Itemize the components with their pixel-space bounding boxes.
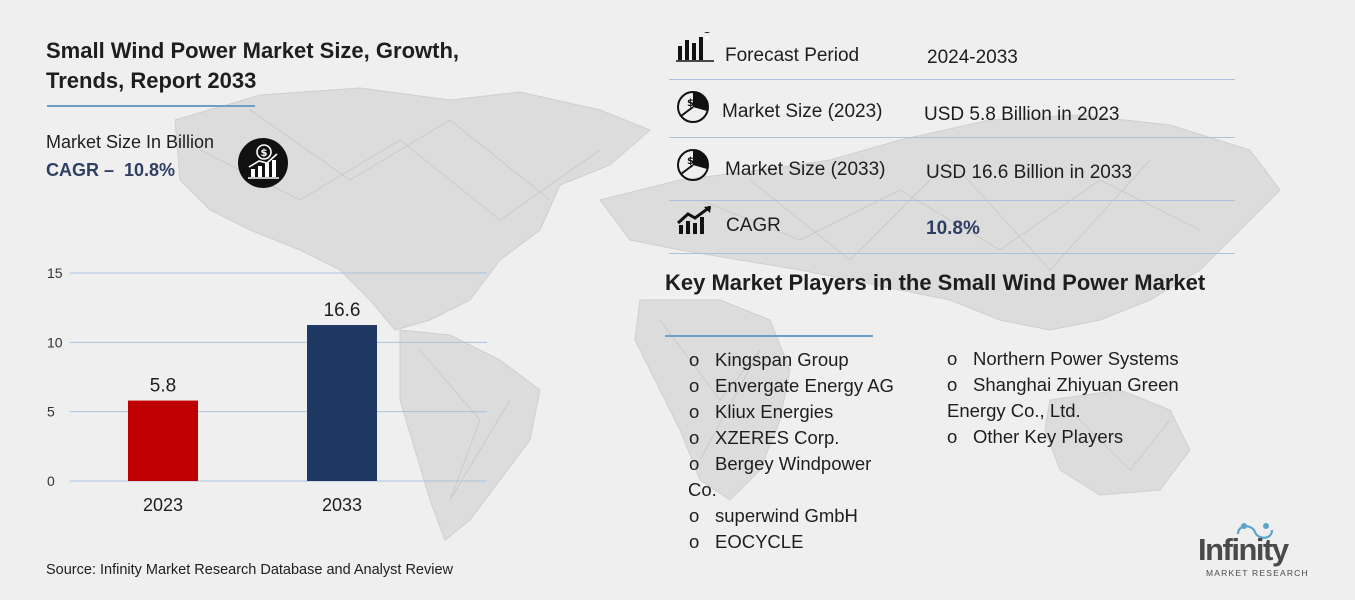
player-name: Envergate Energy AG [715,375,894,396]
player-name: Kliux Energies [715,401,834,422]
bullet-marker: o [689,531,700,552]
x-tick-label: 2023 [143,495,183,515]
cagr-summary: CAGR – 10.8% [46,160,175,181]
bar-2023 [128,400,198,481]
source-note: Source: Infinity Market Research Databas… [46,562,454,578]
player-name: Energy Co., Ltd. [947,400,1081,421]
info-value: USD 16.6 Billion in 2033 [926,162,1132,183]
y-tick-label: 15 [47,265,63,281]
player-item: o Other Key Players [947,424,1207,450]
bullet-marker: o [689,505,700,526]
player-name: EOCYCLE [715,531,804,552]
info-value: USD 5.8 Billion in 2023 [924,104,1120,125]
info-label: CAGR [726,215,781,236]
players-title-underline [665,335,873,337]
info-row-divider [669,137,1235,138]
player-item: o Shanghai Zhiyuan Green [947,372,1207,398]
y-tick-label: 10 [47,334,63,350]
y-tick-label: 5 [47,404,55,420]
player-item: o Bergey Windpower [689,451,929,477]
market-size-label: Market Size In Billion [46,132,215,152]
player-item: Co. [688,477,929,503]
dollar-pie-icon: $ [676,90,710,129]
bar-2033 [307,325,377,481]
players-title: Key Market Players in the Small Wind Pow… [665,270,1206,295]
logo-wordmark: Infinity [1198,532,1289,567]
data-label-2023: 5.8 [150,376,176,397]
player-name: Bergey Windpower [715,453,872,474]
svg-text:$: $ [687,98,694,109]
player-name: superwind GmbH [715,505,858,526]
info-label: Market Size (2023) [722,101,883,122]
info-value: 10.8% [926,218,980,239]
info-label: Market Size (2033) [725,159,886,180]
logo-subtitle: MARKET RESEARCH [1206,568,1309,578]
player-name: Other Key Players [973,426,1124,447]
info-value: 2024-2033 [927,47,1018,68]
x-tick-label: 2033 [322,495,362,515]
y-tick-label: 0 [47,473,55,489]
title-underline [47,105,255,107]
svg-text:$: $ [261,148,268,159]
bullet-marker: o [947,426,958,447]
player-item: o XZERES Corp. [689,425,929,451]
info-row-divider [669,253,1235,254]
player-item: Energy Co., Ltd. [947,398,1207,424]
bullet-marker: o [947,374,958,395]
page-title: Small Wind Power Market Size, Growth, Tr… [46,38,459,93]
svg-text:$: $ [687,156,694,167]
player-name: Northern Power Systems [973,348,1179,369]
player-item: o Northern Power Systems [947,346,1207,372]
player-item: o Kliux Energies [689,399,929,425]
cagr-value: 10.8% [124,160,176,180]
player-item: o Envergate Energy AG [689,373,929,399]
bullet-marker: o [947,348,958,369]
player-name: Shanghai Zhiyuan Green [973,374,1179,395]
players-list-col1: o Kingspan Group o Envergate Energy AG o Kliu… [688,347,929,555]
bullet-marker: o [689,453,700,474]
money-growth-icon: $ [238,138,288,188]
bullet-marker: o [689,349,700,370]
player-name: Kingspan Group [715,349,849,370]
infinity-logo-icon [1236,523,1274,539]
growth-chart-icon [676,205,716,240]
player-item: o superwind GmbH [689,503,929,529]
player-item: o EOCYCLE [689,529,929,555]
info-label: Forecast Period [725,45,860,66]
info-row-divider [669,200,1235,201]
players-list-col2: o Northern Power Systems o Shanghai Zhiyuan… [947,346,1207,450]
dollar-pie-icon: $ [676,148,710,187]
bar-chart-pin-icon [676,23,716,67]
bullet-marker: o [689,375,700,396]
data-label-2033: 16.6 [324,300,361,321]
player-name: Co. [688,479,717,500]
bullet-marker: o [689,401,700,422]
player-name: XZERES Corp. [715,427,840,448]
player-item: o Kingspan Group [689,347,929,373]
bullet-marker: o [689,427,700,448]
info-row-divider [669,79,1235,80]
cagr-label: CAGR – [46,160,115,180]
